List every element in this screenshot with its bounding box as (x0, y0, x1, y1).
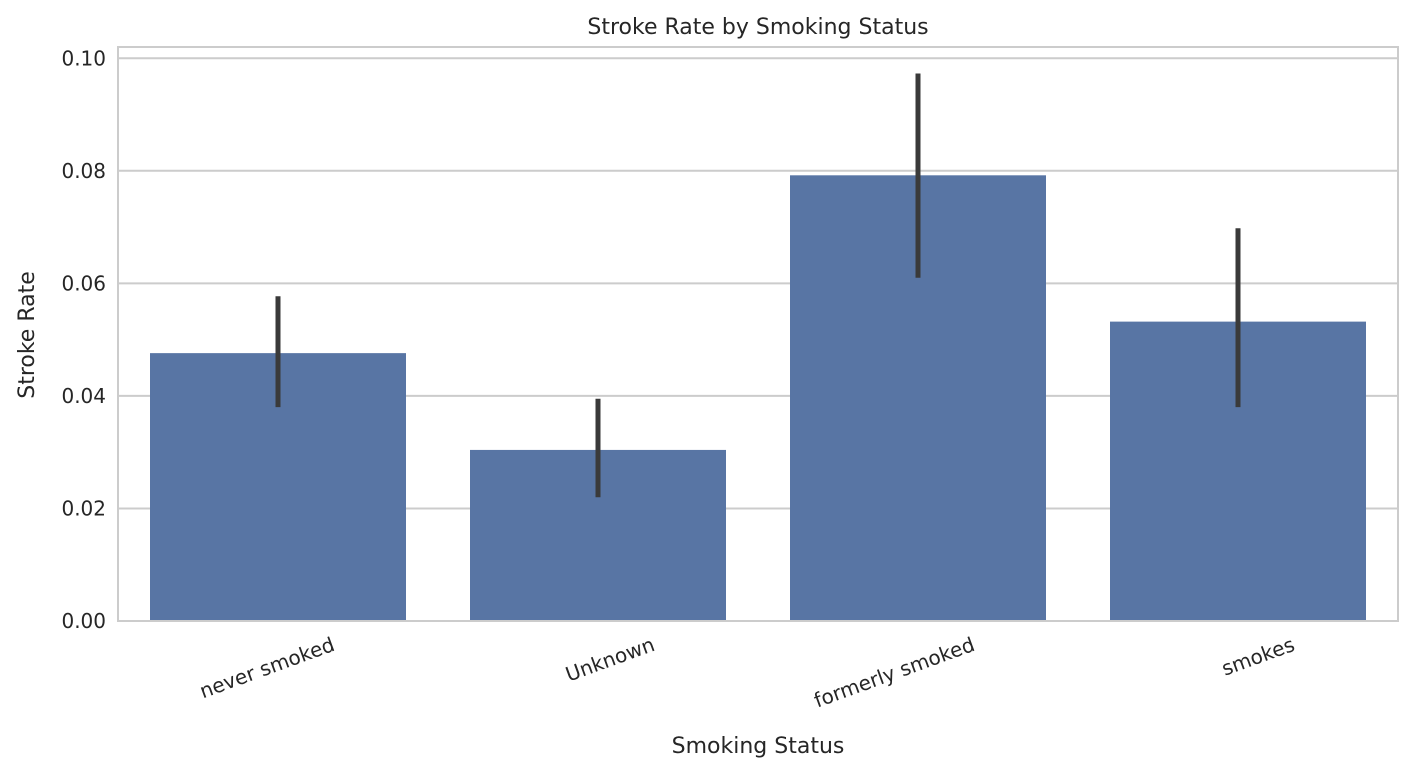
y-axis-label: Stroke Rate (15, 271, 40, 399)
y-tick-label: 0.04 (61, 384, 106, 408)
x-tick-label: never smoked (196, 632, 337, 703)
y-tick-label: 0.06 (61, 271, 106, 295)
plot-frame (117, 46, 1399, 622)
x-tick-label: smokes (1218, 632, 1297, 680)
error-bars (275, 73, 1241, 498)
x-tick-label: formerly smoked (811, 632, 978, 712)
y-tick-label: 0.02 (61, 496, 106, 520)
y-tick-labels: 0.00 0.02 0.04 0.06 0.08 0.10 (61, 46, 106, 633)
x-axis-label: Smoking Status (672, 734, 845, 759)
x-tick-labels: never smoked Unknown formerly smoked smokes (196, 632, 1297, 712)
y-tick-label: 0.10 (61, 46, 106, 70)
bars (150, 175, 1366, 621)
y-tick-label: 0.08 (61, 159, 106, 183)
y-tick-label: 0.00 (61, 609, 106, 633)
chart-title: Stroke Rate by Smoking Status (587, 15, 928, 40)
x-tick-label: Unknown (562, 632, 657, 686)
